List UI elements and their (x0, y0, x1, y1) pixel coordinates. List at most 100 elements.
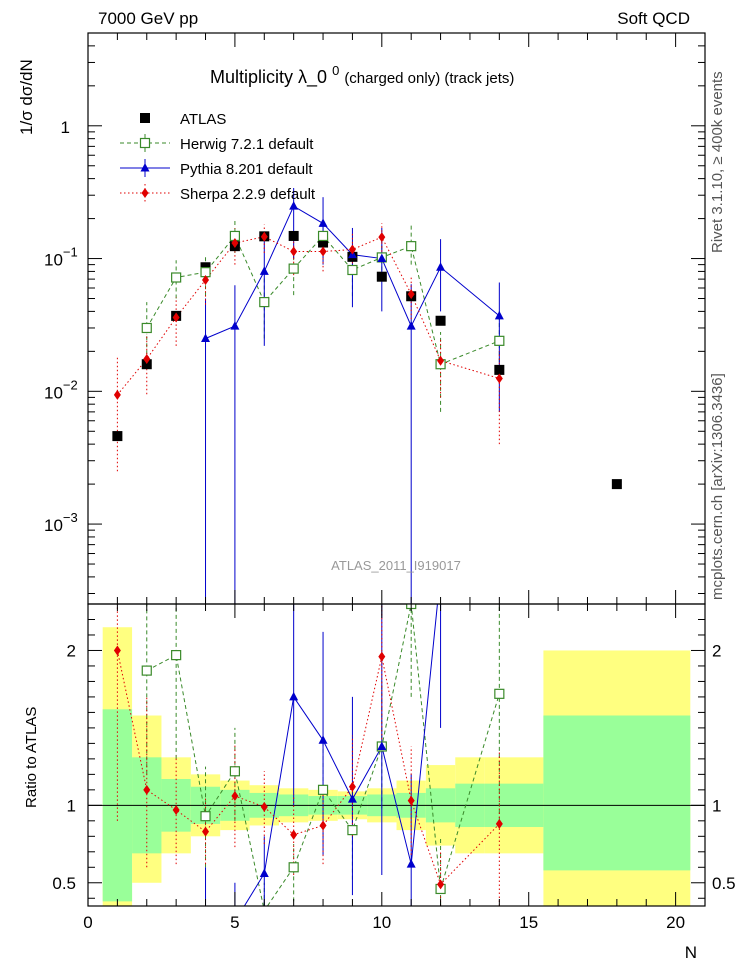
main-atlas-point (376, 271, 387, 282)
ratio-plot-area (88, 604, 705, 919)
legend-pythia-label: Pythia 8.201 default (180, 161, 313, 178)
main-pythia-point (436, 262, 446, 271)
main-ytick-label: 10−1 (44, 245, 78, 270)
ratio-sherpa-point (143, 784, 151, 795)
main-herwig-point (141, 322, 152, 334)
main-ytick-label: 10−2 (44, 377, 78, 402)
main-ytick-label: 1 (61, 118, 70, 137)
ratio-herwig-point (229, 766, 241, 777)
main-sherpa-point (378, 232, 386, 243)
ratio-pythia-point (201, 910, 210, 919)
ratio-sherpa-point (113, 645, 121, 656)
legend-atlas-label: ATLAS (180, 111, 226, 128)
main-herwig-point (494, 335, 505, 346)
analysis-watermark: ATLAS_2011_I919017 (331, 558, 461, 573)
main-sherpa-point (348, 244, 356, 255)
ratio-frame (87, 603, 706, 907)
main-pythia-point (377, 253, 387, 263)
legend-sherpa-label: Sherpa 2.2.9 default (180, 186, 316, 203)
main-sherpa-point (437, 355, 445, 366)
main-sherpa-point (319, 246, 327, 257)
main-atlas-point (435, 315, 446, 326)
ratio-pythia-point (347, 794, 357, 803)
main-sherpa-point (202, 274, 210, 285)
xtick-label: 5 (230, 913, 239, 932)
ratio-panel: 0.5 0.51 12 20 5 10 15 20 (52, 603, 736, 932)
main-sherpa-point (407, 289, 415, 300)
mcplots-label: mcplots.cern.ch [arXiv:1306.3436] (709, 373, 726, 600)
legend-pythia-marker (140, 163, 150, 172)
ratio-herwig-point (347, 825, 358, 836)
header-left: 7000 GeV pp (98, 9, 198, 28)
ratio-sherpa-point (172, 804, 180, 815)
xtick-label: 15 (519, 913, 538, 932)
ratio-herwig-point (171, 650, 182, 661)
main-ytick-label: 10−3 (44, 510, 78, 535)
ratio-sherpa-point (260, 801, 268, 812)
ratio-herwig-point (200, 811, 211, 822)
main-pythia-line (205, 205, 500, 339)
ratio-sherpa-point (437, 879, 445, 890)
main-atlas-point (318, 237, 329, 248)
ratio-band-green (543, 715, 691, 871)
ratio-herwig-point (259, 905, 270, 906)
main-plot-area (112, 187, 622, 604)
ratio-sherpa-point (290, 829, 298, 840)
main-herwig-point (171, 272, 182, 283)
legend-atlas-marker (140, 113, 150, 123)
legend-sherpa-marker (141, 188, 149, 198)
main-ylabel: 1/σ dσ/dN (17, 59, 36, 135)
main-sherpa-point (260, 231, 268, 242)
ratio-ytick-label-right: 1 (712, 796, 721, 815)
xtick-label: 10 (372, 913, 391, 932)
plot-title-main: Multiplicity λ_0 (210, 67, 327, 88)
main-atlas-point (611, 479, 622, 490)
main-herwig-point (406, 241, 417, 252)
ratio-sherpa-point (495, 818, 503, 829)
main-pythia-point (230, 321, 240, 330)
plot-title-sup: 0 (332, 63, 339, 78)
main-pythia-point (494, 310, 504, 320)
ratio-sherpa-point (378, 651, 386, 662)
main-sherpa-point (143, 354, 151, 365)
main-pythia-point (289, 201, 299, 210)
ratio-sherpa-point (202, 826, 210, 837)
main-panel: 1 10−1 10−2 10−3 (44, 32, 706, 605)
main-atlas-point (112, 431, 123, 442)
legend: ATLAS Herwig 7.2.1 default Pythia 8.201 de… (120, 111, 316, 203)
main-herwig-line (146, 235, 500, 365)
main-herwig-point (259, 296, 270, 308)
plot-title: Multiplicity λ_0 0 (charged only) (track… (210, 59, 514, 88)
ratio-ytick-label-right: 2 (712, 641, 721, 660)
main-sherpa-point (495, 373, 503, 384)
ratio-sherpa-point (407, 795, 415, 806)
ratio-ytick-label-left: 0.5 (52, 874, 76, 893)
ratio-ytick-label-left: 1 (67, 796, 76, 815)
main-sherpa-point (113, 389, 121, 400)
main-sherpa-point (172, 312, 180, 323)
ratio-pythia-point (377, 741, 387, 750)
main-sherpa-point (290, 246, 298, 257)
ratio-pythia-point (259, 868, 269, 877)
rivet-label: Rivet 3.1.10, ≥ 400k events (709, 71, 726, 253)
xlabel: N (685, 943, 697, 962)
main-herwig-point (288, 263, 299, 274)
ratio-sherpa-point (231, 791, 239, 802)
ratio-pythia-point (289, 691, 299, 701)
plot-title-tail: (charged only) (track jets) (344, 70, 514, 87)
ratio-herwig-point (141, 665, 152, 676)
main-pythia-point (318, 218, 328, 227)
ratio-sherpa-point (319, 820, 327, 831)
main-sherpa-point (231, 237, 239, 248)
main-atlas-point (141, 359, 152, 370)
legend-herwig-label: Herwig 7.2.1 default (180, 136, 314, 153)
ratio-pythia-point (318, 735, 328, 744)
main-pythia-point (406, 321, 416, 330)
ratio-herwig-point (288, 862, 299, 873)
main-pythia-point (259, 266, 269, 275)
main-pythia-point (201, 333, 211, 342)
xtick-label: 20 (666, 913, 685, 932)
ratio-herwig-point (317, 784, 329, 795)
main-herwig-point (347, 264, 358, 276)
